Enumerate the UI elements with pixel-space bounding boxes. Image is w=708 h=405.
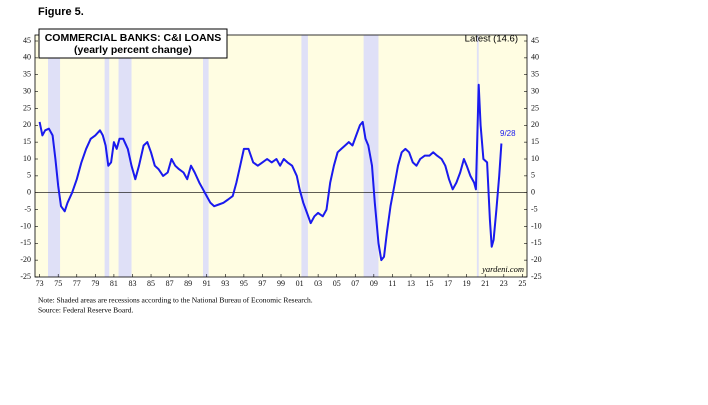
- x-tick-label: 83: [128, 279, 136, 288]
- y-tick-label: -25: [20, 272, 31, 281]
- y2-tick-label: 20: [531, 120, 539, 129]
- x-tick-label: 81: [110, 279, 118, 288]
- y2-tick-label: 30: [531, 86, 539, 95]
- y2-tick-label: 45: [531, 36, 539, 45]
- x-tick-label: 15: [426, 279, 434, 288]
- x-tick-label: 87: [166, 279, 174, 288]
- recession-band: [118, 35, 132, 277]
- recession-band: [301, 35, 308, 277]
- x-tick-label: 05: [333, 279, 341, 288]
- x-tick-label: 91: [203, 279, 211, 288]
- y2-tick-label: -25: [531, 272, 542, 281]
- x-tick-label: 11: [389, 279, 397, 288]
- y-tick-label: -15: [20, 238, 31, 247]
- x-tick-label: 25: [518, 279, 526, 288]
- x-tick-label: 07: [351, 279, 359, 288]
- source-mark: yardeni.com: [481, 264, 524, 274]
- x-tick-label: 73: [36, 279, 44, 288]
- note: Source: Federal Reserve Board.: [38, 306, 134, 315]
- x-tick-label: 99: [277, 279, 285, 288]
- x-tick-label: 19: [463, 279, 471, 288]
- x-tick-label: 85: [147, 279, 155, 288]
- y2-tick-label: 40: [531, 53, 539, 62]
- x-tick-label: 89: [184, 279, 192, 288]
- x-tick-label: 79: [91, 279, 99, 288]
- y-tick-label: 30: [23, 86, 31, 95]
- x-tick-label: 13: [407, 279, 415, 288]
- y-tick-label: 40: [23, 53, 31, 62]
- recession-band: [47, 35, 61, 277]
- x-tick-label: 21: [481, 279, 489, 288]
- x-tick-label: 23: [500, 279, 508, 288]
- y-tick-label: 5: [27, 171, 31, 180]
- recession-band: [203, 35, 209, 277]
- x-tick-label: 75: [54, 279, 62, 288]
- x-tick-label: 97: [258, 279, 266, 288]
- y-tick-label: -10: [20, 221, 31, 230]
- y-tick-label: 45: [23, 36, 31, 45]
- y2-tick-label: 35: [531, 70, 539, 79]
- y2-tick-label: 0: [531, 188, 535, 197]
- y2-tick-label: 25: [531, 103, 539, 112]
- y2-tick-label: -15: [531, 238, 542, 247]
- chart-title: COMMERCIAL BANKS: C&I LOANS: [45, 32, 222, 44]
- y2-tick-label: 15: [531, 137, 539, 146]
- y-tick-label: -20: [20, 255, 31, 264]
- x-tick-label: 09: [370, 279, 378, 288]
- y2-tick-label: 10: [531, 154, 539, 163]
- y-tick-label: 10: [23, 154, 31, 163]
- y-tick-label: 20: [23, 120, 31, 129]
- x-tick-label: 01: [296, 279, 304, 288]
- end-label: 9/28: [500, 129, 516, 138]
- x-tick-label: 93: [221, 279, 229, 288]
- note: Note: Shaded areas are recessions accord…: [38, 296, 313, 305]
- y-tick-label: 25: [23, 103, 31, 112]
- x-tick-label: 95: [240, 279, 248, 288]
- y-tick-label: 35: [23, 70, 31, 79]
- x-tick-label: 77: [73, 279, 81, 288]
- plot-background: [35, 35, 527, 277]
- y-tick-label: 0: [27, 188, 31, 197]
- y-tick-label: -5: [24, 204, 31, 213]
- chart-subtitle: (yearly percent change): [74, 44, 192, 56]
- figure-label: Figure 5.: [38, 6, 84, 18]
- x-tick-label: 17: [444, 279, 452, 288]
- y-tick-label: 15: [23, 137, 31, 146]
- title-box: [38, 28, 228, 59]
- latest-label: Latest (14.6): [465, 34, 518, 45]
- recession-band: [476, 35, 479, 277]
- x-tick-label: 03: [314, 279, 322, 288]
- y2-tick-label: -5: [531, 204, 538, 213]
- y2-tick-label: 5: [531, 171, 535, 180]
- data-line: [38, 83, 503, 262]
- y2-tick-label: -20: [531, 255, 542, 264]
- y2-tick-label: -10: [531, 221, 542, 230]
